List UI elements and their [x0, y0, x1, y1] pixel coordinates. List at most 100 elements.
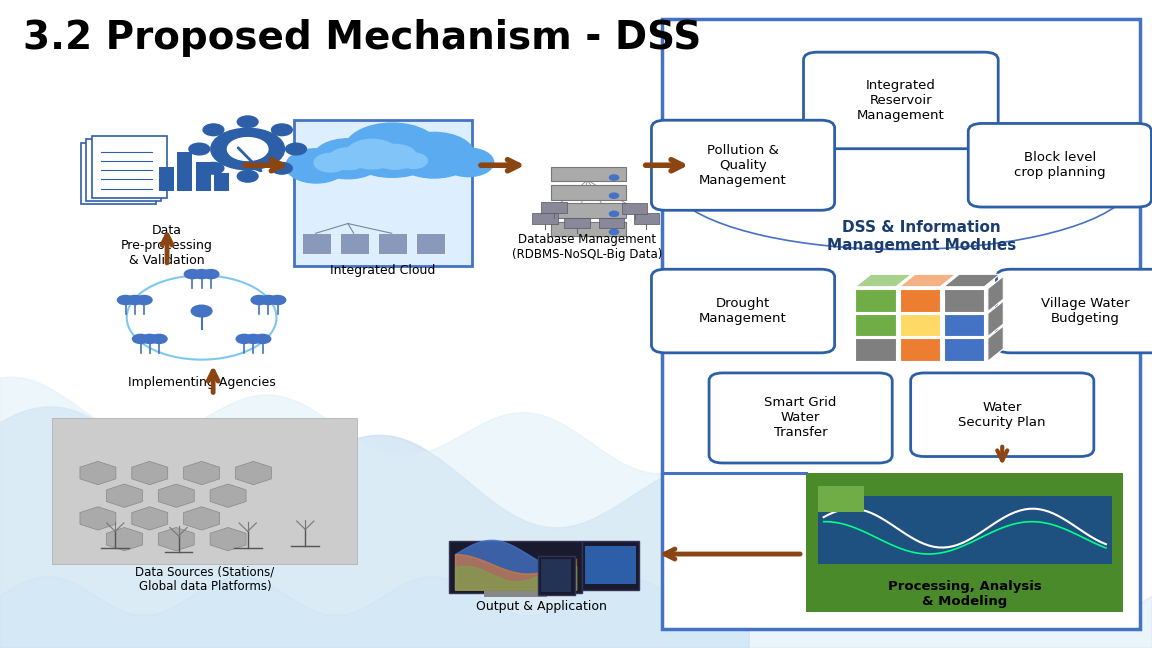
Text: Block level
crop planning: Block level crop planning	[1014, 151, 1106, 179]
FancyBboxPatch shape	[806, 473, 1123, 612]
Text: Database Management
(RDBMS-NoSQL-Big Data): Database Management (RDBMS-NoSQL-Big Dat…	[513, 233, 662, 261]
Circle shape	[312, 139, 384, 179]
FancyBboxPatch shape	[652, 121, 834, 210]
FancyBboxPatch shape	[52, 418, 357, 564]
Bar	[818, 486, 864, 512]
Bar	[900, 314, 940, 336]
FancyBboxPatch shape	[652, 270, 834, 353]
Bar	[538, 556, 575, 595]
Bar	[86, 139, 161, 201]
Bar	[585, 546, 636, 584]
Circle shape	[236, 334, 252, 343]
Bar	[855, 289, 896, 312]
Text: Integrated
Reservoir
Management: Integrated Reservoir Management	[857, 79, 945, 122]
Polygon shape	[900, 274, 956, 286]
Polygon shape	[987, 276, 1003, 312]
Bar	[564, 218, 590, 228]
Circle shape	[194, 270, 210, 279]
Bar	[943, 314, 984, 336]
Circle shape	[270, 295, 286, 305]
Text: Data Sources (Stations/
Global data Platforms): Data Sources (Stations/ Global data Plat…	[136, 565, 274, 593]
Circle shape	[118, 295, 134, 305]
Bar	[416, 233, 445, 254]
Circle shape	[127, 295, 143, 305]
Circle shape	[189, 143, 210, 155]
FancyBboxPatch shape	[818, 496, 1112, 564]
Circle shape	[609, 211, 619, 216]
Circle shape	[136, 295, 152, 305]
Bar	[551, 203, 626, 218]
Circle shape	[394, 132, 475, 178]
Bar	[302, 233, 331, 254]
Circle shape	[346, 139, 399, 169]
Bar	[177, 152, 192, 191]
Polygon shape	[987, 301, 1003, 336]
Bar	[541, 559, 571, 592]
Circle shape	[151, 334, 167, 343]
Bar	[943, 289, 984, 312]
Text: Processing, Analysis
& Modeling: Processing, Analysis & Modeling	[888, 580, 1041, 608]
Circle shape	[314, 154, 347, 172]
Circle shape	[286, 149, 347, 183]
Bar	[484, 591, 547, 597]
Text: Smart Grid
Water
Transfer: Smart Grid Water Transfer	[765, 397, 836, 439]
FancyBboxPatch shape	[803, 52, 998, 149]
Bar	[196, 162, 211, 191]
Bar	[900, 289, 940, 312]
Circle shape	[245, 334, 262, 343]
Text: Drought
Management: Drought Management	[699, 297, 787, 325]
Circle shape	[237, 116, 258, 128]
Polygon shape	[855, 274, 911, 286]
Bar	[855, 314, 896, 336]
Circle shape	[609, 175, 619, 180]
Bar	[449, 541, 582, 593]
FancyBboxPatch shape	[662, 19, 1140, 629]
Circle shape	[132, 334, 149, 343]
Polygon shape	[943, 274, 1000, 286]
Bar	[340, 233, 369, 254]
Circle shape	[609, 229, 619, 235]
Text: Water
Security Plan: Water Security Plan	[958, 400, 1046, 429]
Text: Implementing Agencies: Implementing Agencies	[128, 376, 275, 389]
Bar	[634, 213, 659, 224]
Bar	[551, 167, 626, 181]
Circle shape	[255, 334, 271, 343]
Bar	[551, 222, 626, 236]
Circle shape	[272, 163, 293, 174]
Bar	[92, 136, 167, 198]
Circle shape	[328, 148, 367, 170]
Text: DSS & Information
Management Modules: DSS & Information Management Modules	[827, 220, 1016, 253]
Circle shape	[286, 143, 306, 155]
Circle shape	[227, 137, 268, 161]
Bar	[582, 541, 639, 590]
Circle shape	[344, 123, 440, 178]
Polygon shape	[987, 326, 1003, 362]
Circle shape	[373, 145, 417, 169]
Circle shape	[251, 295, 267, 305]
Circle shape	[211, 128, 285, 170]
Bar	[622, 203, 647, 214]
Circle shape	[260, 295, 276, 305]
Circle shape	[400, 153, 427, 168]
FancyBboxPatch shape	[968, 123, 1152, 207]
Text: Pollution &
Quality
Management: Pollution & Quality Management	[699, 144, 787, 187]
FancyBboxPatch shape	[910, 373, 1094, 457]
Circle shape	[203, 124, 223, 135]
Circle shape	[442, 148, 493, 176]
Bar	[159, 167, 174, 191]
Circle shape	[609, 193, 619, 198]
Bar	[943, 338, 984, 362]
Bar	[599, 218, 624, 228]
Text: Integrated Cloud: Integrated Cloud	[329, 264, 435, 277]
Bar	[551, 185, 626, 200]
Bar	[532, 213, 558, 224]
FancyBboxPatch shape	[996, 270, 1152, 353]
Circle shape	[184, 270, 200, 279]
Circle shape	[203, 163, 223, 174]
Circle shape	[191, 305, 212, 317]
Circle shape	[142, 334, 158, 343]
FancyBboxPatch shape	[708, 373, 892, 463]
FancyBboxPatch shape	[294, 120, 472, 266]
Bar	[81, 143, 156, 204]
Bar	[541, 202, 567, 213]
